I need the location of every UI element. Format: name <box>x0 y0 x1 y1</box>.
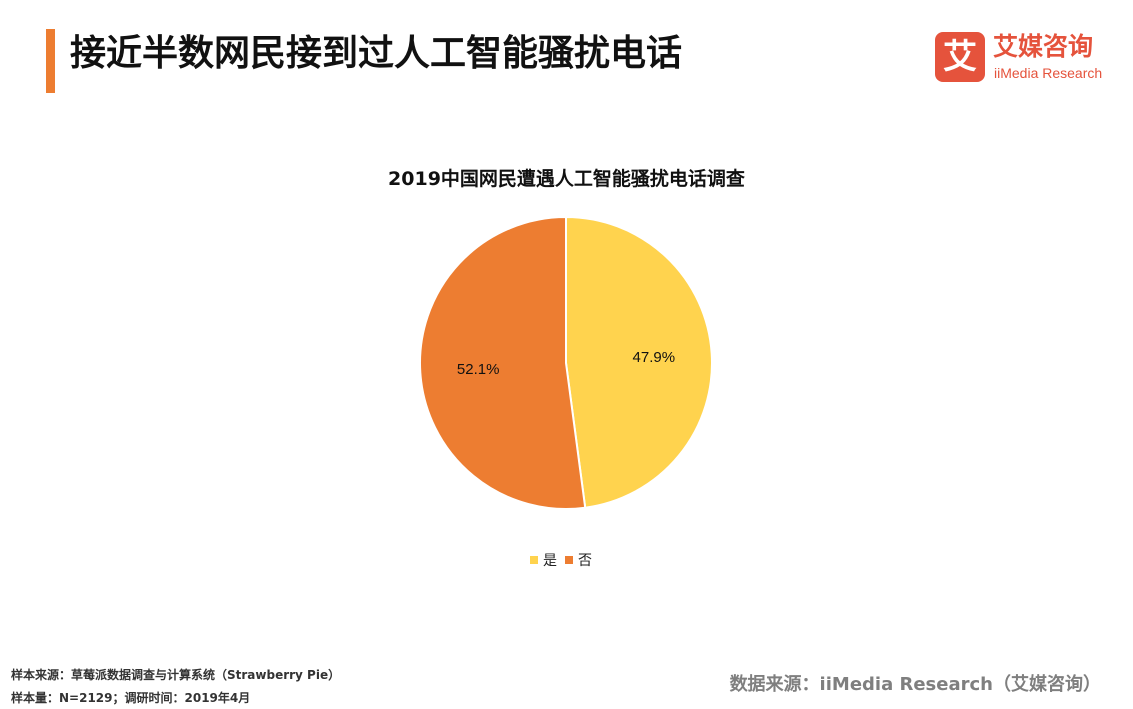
pie-slice-1 <box>565 215 713 509</box>
legend-swatch-1 <box>530 556 538 564</box>
chart-title: 2019中国网民遭遇人工智能骚扰电话调查 <box>388 168 745 190</box>
legend-swatch-2 <box>565 556 573 564</box>
brand-name: 艾媒咨询 <box>993 32 1094 61</box>
sample-source-note: 样本来源：草莓派数据调查与计算系统（Strawberry Pie） <box>11 668 341 682</box>
pie-data-label-1: 47.9% <box>633 349 676 366</box>
data-source-note: 数据来源：iiMedia Research（艾媒咨询） <box>729 674 1101 695</box>
pie-data-label-2: 52.1% <box>457 361 500 378</box>
brand-logo: 艾 艾媒咨询 iiMedia Research <box>935 32 1120 88</box>
chart-legend: 是否 <box>530 550 600 570</box>
legend-item-2: 否 <box>565 550 592 570</box>
brand-mark-glyph: 艾 <box>943 37 977 77</box>
pie-slice-2 <box>418 215 587 510</box>
title-accent-bar <box>46 29 55 93</box>
sample-size-note: 样本量：N=2129；调研时间：2019年4月 <box>11 691 251 705</box>
page-title: 接近半数网民接到过人工智能骚扰电话 <box>70 33 683 74</box>
legend-item-1: 是 <box>530 550 557 570</box>
brand-mark-icon: 艾 <box>935 32 985 82</box>
brand-subtitle: iiMedia Research <box>994 65 1103 81</box>
legend-label-2: 否 <box>578 553 592 569</box>
legend-label-1: 是 <box>543 553 557 569</box>
